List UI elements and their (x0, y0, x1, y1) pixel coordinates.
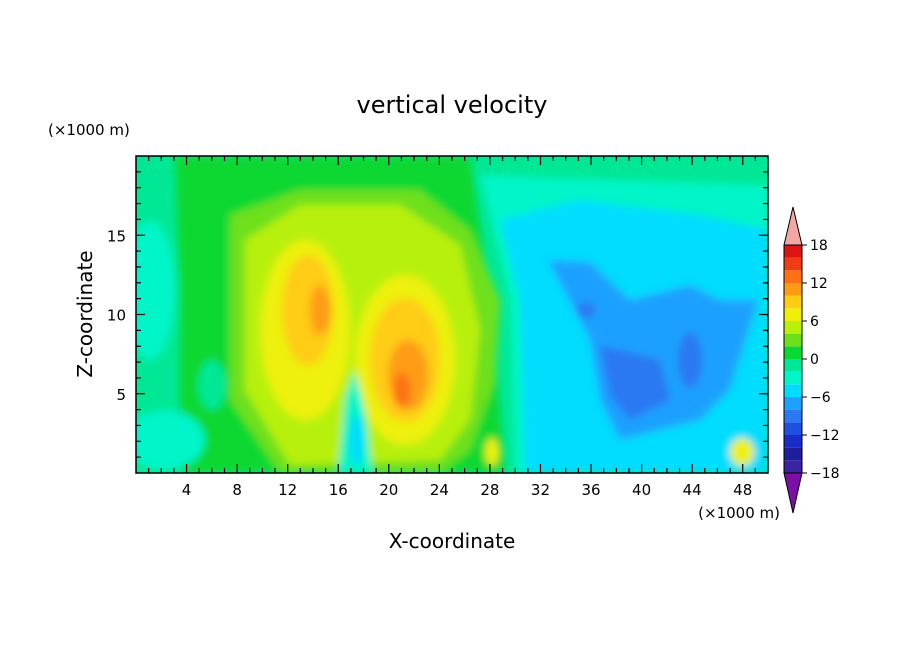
x-tick-label: 32 (531, 481, 550, 499)
region-left-lower (136, 410, 205, 470)
colorbar-tick-label: −18 (810, 466, 840, 482)
colorbar-level (784, 359, 802, 372)
region-left-mid (198, 360, 226, 410)
colorbar-level (784, 460, 802, 473)
colorbar-tick-label: −12 (810, 428, 840, 444)
colorbar-level (784, 422, 802, 435)
region-surface-updraft-48 (730, 438, 754, 466)
x-tick-label: 44 (683, 481, 702, 499)
x-tick-label: 36 (581, 481, 600, 499)
colorbar-level (784, 397, 802, 410)
colorbar-extend-min (783, 472, 803, 514)
colorbar-level (784, 308, 802, 321)
region-surface-updraft-28 (485, 438, 499, 466)
colorbar-level (784, 371, 802, 385)
x-tick-label: 8 (232, 481, 242, 499)
x-tick-label: 24 (430, 481, 449, 499)
y-axis: 5 10 15 (107, 171, 768, 458)
colorbar-tick-label: 0 (810, 352, 819, 368)
colorbar-tick-label: 18 (810, 238, 828, 254)
colorbar-level (784, 333, 802, 347)
y-tick-label: 15 (107, 227, 126, 245)
colorbar-tick-label: −6 (810, 390, 831, 406)
colorbar-level (784, 257, 802, 271)
region-w-18-core (394, 372, 410, 408)
colorbar-level (784, 409, 802, 423)
x-tick-label: 48 (733, 481, 752, 499)
x-tick-label: 20 (379, 481, 398, 499)
colorbar-tick-label: 12 (810, 276, 828, 292)
chart-title: vertical velocity (357, 91, 548, 119)
y-tick-label: 10 (107, 307, 126, 325)
region-left-cyan (136, 220, 175, 360)
x-axis-unit: (×1000 m) (698, 504, 780, 522)
x-tick-label: 4 (182, 481, 192, 499)
contour-field (136, 156, 768, 473)
y-tick-label: 5 (116, 386, 126, 404)
colorbar-level (784, 245, 802, 258)
region-w-neg9 (548, 260, 758, 440)
region-w-12-left (282, 255, 334, 365)
x-tick-label: 12 (278, 481, 297, 499)
colorbar-tick-label: 6 (810, 314, 819, 330)
region-downdraft-core (350, 415, 364, 465)
region-w-neg12-b (678, 332, 702, 388)
colorbar-level (784, 270, 802, 283)
colorbar-level (784, 447, 802, 461)
region-w-15-left (310, 285, 330, 335)
colorbar-level (784, 283, 802, 296)
y-axis-label: Z-coordinate (73, 250, 97, 377)
x-tick-label: 16 (329, 481, 348, 499)
y-axis-unit: (×1000 m) (48, 121, 130, 139)
region-w-neg12-a (600, 345, 670, 420)
colorbar-level (784, 384, 802, 397)
x-tick-label: 40 (632, 481, 651, 499)
region-w-neg12-c (577, 302, 595, 318)
colorbar-level (784, 295, 802, 309)
colorbar-level (784, 435, 802, 448)
colorbar: 18 12 6 0 −6 −12 −18 (783, 206, 840, 514)
colorbar-level (784, 346, 802, 359)
x-axis-label: X-coordinate (389, 529, 516, 553)
x-axis: 4 8 12 16 20 24 28 32 36 40 44 48 (148, 156, 756, 499)
colorbar-level (784, 321, 802, 334)
x-tick-label: 28 (480, 481, 499, 499)
colorbar-extend-max (783, 206, 803, 246)
